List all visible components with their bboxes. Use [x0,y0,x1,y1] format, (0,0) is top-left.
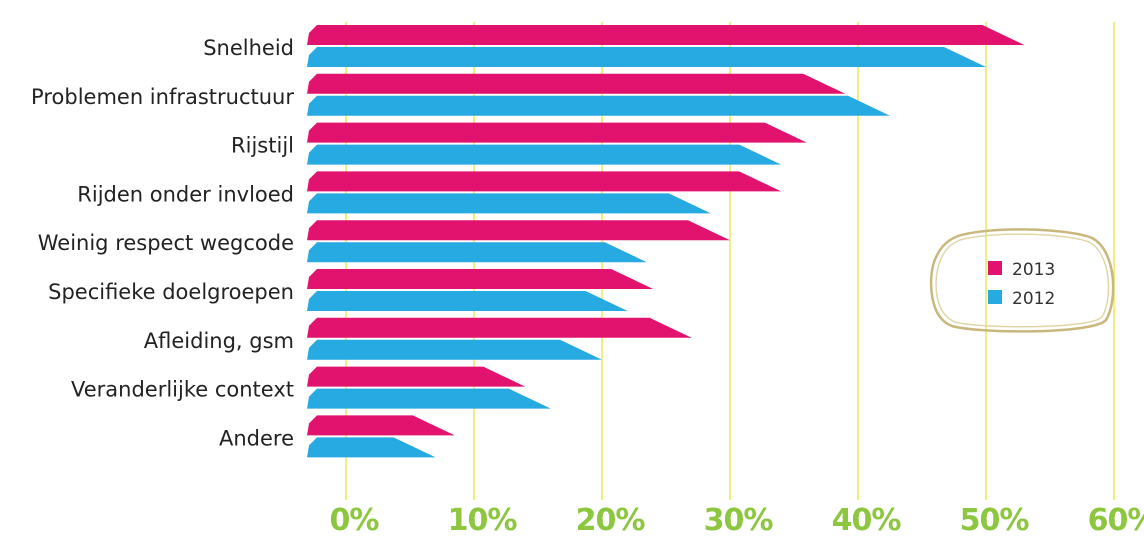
legend: 2013 2012 [929,228,1115,333]
bar-2013-3 [307,171,782,192]
x-tick-label-0: 0% [330,503,380,538]
x-tick-label-20: 20% [576,503,646,538]
category-label-4: Weinig respect wegcode [38,231,294,255]
bar-2012-4 [307,242,647,263]
bar-2012-0 [307,47,986,67]
bar-2012-5 [307,291,628,311]
category-label-7: Veranderlijke context [71,378,294,402]
x-tick-label-60: 60% [1088,503,1144,538]
bar-2012-7 [307,388,551,409]
bar-2013-2 [307,122,807,143]
bar-2013-6 [307,317,692,338]
category-label-3: Rijden onder invloed [77,182,294,206]
category-label-0: Snelheid [203,36,294,60]
legend-swatch-2012 [988,290,1002,304]
category-labels: Snelheid Problemen infrastructuur Rijstijl… [31,36,294,450]
bar-2013-5 [307,269,654,289]
x-tick-label-40: 40% [832,503,902,538]
legend-label-2013: 2013 [1012,260,1055,280]
bar-2012-6 [307,339,602,360]
bar-2013-4 [307,220,730,241]
bars-group [307,25,1025,458]
bar-2013-7 [307,366,526,387]
x-tick-label-30: 30% [704,503,774,538]
legend-frame-inner [935,233,1110,328]
legend-frame [929,228,1115,333]
category-label-6: Afleiding, gsm [144,329,294,353]
legend-label-2012: 2012 [1012,289,1055,309]
category-label-5: Specifieke doelgroepen [48,280,294,304]
bar-2012-3 [307,193,711,214]
bar-2012-8 [307,437,436,458]
category-label-2: Rijstijl [231,134,294,158]
bar-2012-2 [307,144,782,165]
bar-2013-8 [307,415,455,436]
category-label-8: Andere [219,426,294,450]
bar-2013-1 [307,73,846,94]
x-tick-labels: 0% 10% 20% 30% 40% 50% 60% [330,503,1144,538]
x-tick-label-10: 10% [448,503,518,538]
category-label-1: Problemen infrastructuur [31,85,294,109]
bar-2012-1 [307,95,890,116]
bar-2013-0 [307,25,1025,45]
legend-swatch-2013 [988,261,1002,275]
x-tick-label-50: 50% [960,503,1030,538]
